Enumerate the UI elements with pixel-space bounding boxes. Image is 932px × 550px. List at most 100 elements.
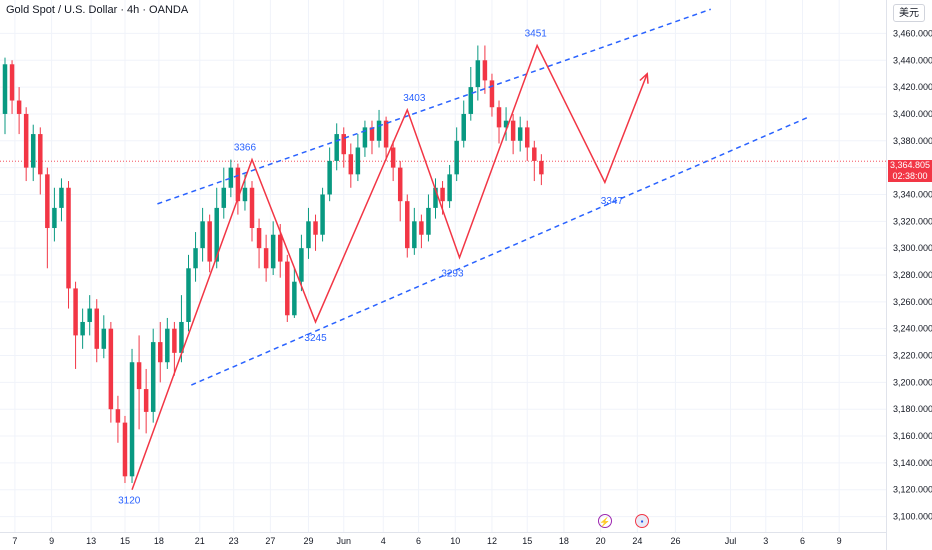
candle-body xyxy=(242,187,248,202)
candle-body xyxy=(193,248,198,269)
candle-body xyxy=(235,167,241,202)
candle-body xyxy=(270,234,276,269)
x-tick-label: 29 xyxy=(303,536,313,546)
candle-body xyxy=(440,187,445,202)
candle-body xyxy=(179,321,184,353)
candle-body xyxy=(461,113,466,141)
x-tick-label: 15 xyxy=(120,536,130,546)
candle-body xyxy=(532,147,537,161)
x-tick-label: 23 xyxy=(229,536,239,546)
candle-body xyxy=(115,409,121,423)
us-flag-event-icon[interactable]: ▪ xyxy=(635,514,649,528)
pivot-label: 3293 xyxy=(441,269,464,280)
symbol-title: Gold Spot / U.S. Dollar · 4h · OANDA xyxy=(6,4,189,16)
candle-body xyxy=(122,422,128,477)
candle-body xyxy=(369,127,375,141)
y-tick-label: 3,160.000 xyxy=(893,431,932,441)
candle-body xyxy=(334,134,339,161)
candle-body xyxy=(200,221,205,249)
candle-body xyxy=(376,120,382,141)
x-tick-label: 4 xyxy=(381,536,386,546)
y-tick-label: 3,340.000 xyxy=(893,189,932,199)
candle-body xyxy=(277,234,283,262)
candle-body xyxy=(263,248,269,269)
currency-button[interactable]: 美元 xyxy=(893,4,925,22)
x-tick-label: 24 xyxy=(632,536,642,546)
candle-body xyxy=(228,167,234,188)
x-tick-label: 6 xyxy=(800,536,805,546)
y-tick-label: 3,280.000 xyxy=(893,270,932,280)
current-price-badge: 3,364.805 02:38:00 xyxy=(888,160,932,182)
x-tick-label: 20 xyxy=(596,536,606,546)
x-tick-label: 26 xyxy=(670,536,680,546)
candle-body xyxy=(517,127,523,141)
candle-body xyxy=(313,221,318,235)
y-tick-label: 3,300.000 xyxy=(893,243,932,253)
candle-body xyxy=(539,160,544,175)
y-tick-label: 3,420.000 xyxy=(893,82,932,92)
candle-body xyxy=(475,60,481,88)
candle-body xyxy=(397,167,403,202)
candle-body xyxy=(23,113,29,168)
candle-body xyxy=(249,187,255,229)
candle-body xyxy=(327,160,332,195)
candle-body xyxy=(108,328,114,410)
x-tick-label: 9 xyxy=(49,536,54,546)
candle-body xyxy=(59,187,64,208)
candle-body xyxy=(426,207,431,235)
channel-upper-line xyxy=(157,8,711,205)
x-tick-label: 3 xyxy=(763,536,768,546)
candle-body xyxy=(256,228,262,249)
y-tick-label: 3,200.000 xyxy=(893,377,932,387)
candle-body xyxy=(186,268,191,322)
candle-body xyxy=(383,120,389,148)
candle-body xyxy=(390,147,396,168)
candle-body xyxy=(482,60,488,81)
x-tick-label: 12 xyxy=(487,536,497,546)
candle-body xyxy=(524,127,530,148)
candle-body xyxy=(136,362,142,390)
candle-body xyxy=(150,342,156,412)
candle-body xyxy=(320,194,325,235)
y-tick-label: 3,260.000 xyxy=(893,297,932,307)
y-tick-label: 3,440.000 xyxy=(893,55,932,65)
x-tick-label: 9 xyxy=(837,536,842,546)
candle-body xyxy=(405,201,410,249)
pivot-label: 3451 xyxy=(525,28,548,39)
x-tick-label: 18 xyxy=(559,536,569,546)
x-tick-label: 6 xyxy=(416,536,421,546)
pivot-label: 3366 xyxy=(234,143,257,154)
candle-body xyxy=(52,207,57,229)
pivot-label: 3245 xyxy=(304,333,327,344)
zigzag-path xyxy=(131,43,648,490)
candle-body xyxy=(468,87,474,114)
x-tick-label: 21 xyxy=(195,536,205,546)
candle-body xyxy=(45,174,50,229)
y-tick-label: 3,140.000 xyxy=(893,458,932,468)
candle-body xyxy=(101,328,107,349)
candle-body xyxy=(503,120,509,128)
x-tick-label: 27 xyxy=(265,536,275,546)
candle-body xyxy=(454,140,459,175)
y-tick-label: 3,460.000 xyxy=(893,28,932,38)
candle-body xyxy=(73,288,78,336)
candle-body xyxy=(38,134,43,175)
candle-body xyxy=(221,187,227,208)
candle-body xyxy=(510,120,516,141)
channel-lower-line xyxy=(191,115,810,386)
candle-body xyxy=(165,328,170,363)
candle-body xyxy=(2,64,8,114)
projection-arrowhead xyxy=(639,72,649,84)
candle-body xyxy=(285,261,290,316)
candle-body xyxy=(129,362,135,477)
flash-event-icon[interactable]: ⚡ xyxy=(598,514,612,528)
candle-body xyxy=(94,308,99,349)
y-tick-label: 3,400.000 xyxy=(893,109,932,119)
candle-body xyxy=(158,342,163,363)
y-tick-label: 3,320.000 xyxy=(893,216,932,226)
y-tick-label: 3,180.000 xyxy=(893,404,932,414)
x-tick-label: Jul xyxy=(725,536,737,546)
candle-body xyxy=(348,154,354,175)
price-axis-separator xyxy=(886,0,887,550)
